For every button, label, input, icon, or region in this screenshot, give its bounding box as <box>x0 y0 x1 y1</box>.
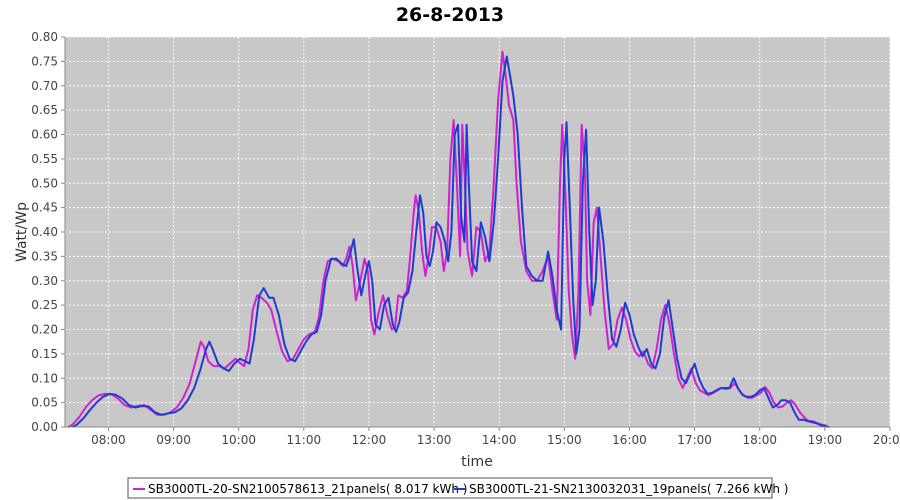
x-tick-label: 12:00 <box>352 433 387 447</box>
y-tick-label: 0.75 <box>31 54 58 68</box>
y-tick-label: 0.25 <box>31 298 58 312</box>
x-tick-label: 08:00 <box>91 433 126 447</box>
x-tick-label: 19:00 <box>808 433 843 447</box>
legend: SB3000TL-20-SN2100578613_21panels( 8.017… <box>127 477 788 499</box>
series-line-1 <box>67 50 827 428</box>
x-tick-label: 13:00 <box>417 433 452 447</box>
series-layer <box>67 50 830 428</box>
x-axis-label: time <box>461 454 493 470</box>
y-tick-label: 0.65 <box>31 103 58 117</box>
legend-box <box>127 477 773 499</box>
chart-title: 26-8-2013 <box>396 4 504 26</box>
y-tick-label: 0.15 <box>31 347 58 361</box>
x-tick-label: 14:00 <box>482 433 517 447</box>
grid <box>65 36 891 428</box>
y-tick-label: 0.40 <box>31 225 58 239</box>
x-ticks: 08:00 09:00 10:00 11:00 12:00 13:00 14:00 15:00… <box>91 427 900 447</box>
series-line-2 <box>72 55 830 428</box>
y-tick-label: 0.70 <box>31 79 58 93</box>
x-tick-label: 11:00 <box>287 433 322 447</box>
y-tick-label: 0.55 <box>31 152 58 166</box>
y-tick-label: 0.45 <box>31 201 58 215</box>
y-tick-label: 0.50 <box>31 176 58 190</box>
x-tick-label: 20:00 <box>873 433 900 447</box>
y-tick-label: 0.00 <box>31 420 58 434</box>
x-tick-label: 09:00 <box>156 433 191 447</box>
y-tick-label: 0.80 <box>31 30 58 44</box>
y-tick-label: 0.10 <box>31 371 58 385</box>
x-tick-label: 15:00 <box>547 433 582 447</box>
y-tick-label: 0.60 <box>31 128 58 142</box>
x-tick-label: 16:00 <box>612 433 647 447</box>
x-tick-label: 10:00 <box>221 433 256 447</box>
y-tick-label: 0.35 <box>31 249 58 263</box>
legend-label-1: SB3000TL-20-SN2100578613_21panels( 8.017… <box>148 482 467 496</box>
x-tick-label: 17:00 <box>677 433 712 447</box>
y-axis-label: Watt/Wp <box>14 202 30 262</box>
y-ticks: 0.00 0.05 0.10 0.15 0.20 0.25 0.30 0.35 0.40 0.45… <box>31 30 65 434</box>
y-tick-label: 0.20 <box>31 323 58 337</box>
x-tick-label: 18:00 <box>742 433 777 447</box>
y-tick-label: 0.30 <box>31 274 58 288</box>
y-tick-label: 0.05 <box>31 396 58 410</box>
legend-label-2: SB3000TL-21-SN2130032031_19panels( 7.266… <box>469 482 788 496</box>
